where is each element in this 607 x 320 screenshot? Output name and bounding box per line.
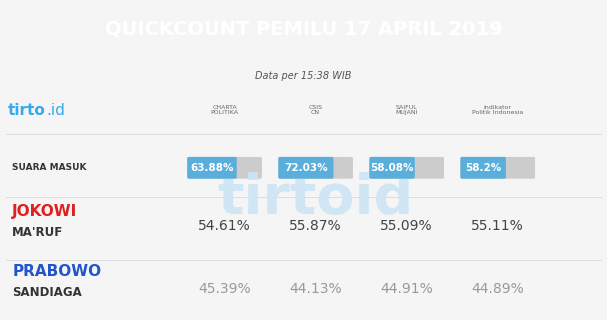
Text: tirto: tirto	[8, 103, 46, 117]
FancyBboxPatch shape	[278, 157, 333, 179]
Text: indikator
Politik Indonesia: indikator Politik Indonesia	[472, 105, 523, 116]
Text: 44.91%: 44.91%	[381, 282, 433, 295]
Text: SUARA MASUK: SUARA MASUK	[12, 163, 87, 172]
Text: PRABOWO: PRABOWO	[12, 264, 101, 279]
Text: 58.2%: 58.2%	[465, 163, 501, 173]
Text: .id: .id	[46, 103, 65, 117]
Text: 55.11%: 55.11%	[472, 219, 524, 233]
Text: CHARTA
POLITIKA: CHARTA POLITIKA	[211, 105, 239, 116]
Text: 55.87%: 55.87%	[290, 219, 342, 233]
FancyBboxPatch shape	[187, 157, 237, 179]
Text: MA'RUF: MA'RUF	[12, 226, 63, 239]
Text: 63.88%: 63.88%	[190, 163, 234, 173]
Text: JOKOWI: JOKOWI	[12, 204, 77, 219]
Text: 58.08%: 58.08%	[370, 163, 414, 173]
Text: 72.03%: 72.03%	[284, 163, 328, 173]
Text: 44.89%: 44.89%	[472, 282, 524, 295]
FancyBboxPatch shape	[369, 157, 444, 179]
FancyBboxPatch shape	[278, 157, 353, 179]
Text: CSIS
CN: CSIS CN	[308, 105, 323, 116]
Text: SAIFUL
MUJANI: SAIFUL MUJANI	[395, 105, 418, 116]
Text: Data per 15:38 WIB: Data per 15:38 WIB	[256, 71, 351, 81]
FancyBboxPatch shape	[460, 157, 506, 179]
Text: 55.09%: 55.09%	[381, 219, 433, 233]
FancyBboxPatch shape	[460, 157, 535, 179]
FancyBboxPatch shape	[369, 157, 415, 179]
Text: 54.61%: 54.61%	[198, 219, 251, 233]
FancyBboxPatch shape	[187, 157, 262, 179]
Text: 44.13%: 44.13%	[290, 282, 342, 295]
Text: 45.39%: 45.39%	[198, 282, 251, 295]
Text: SANDIAGA: SANDIAGA	[12, 286, 82, 299]
Text: QUICKCOUNT PEMILU 17 APRIL 2019: QUICKCOUNT PEMILU 17 APRIL 2019	[104, 19, 503, 38]
Text: tirtoid: tirtoid	[217, 172, 414, 226]
